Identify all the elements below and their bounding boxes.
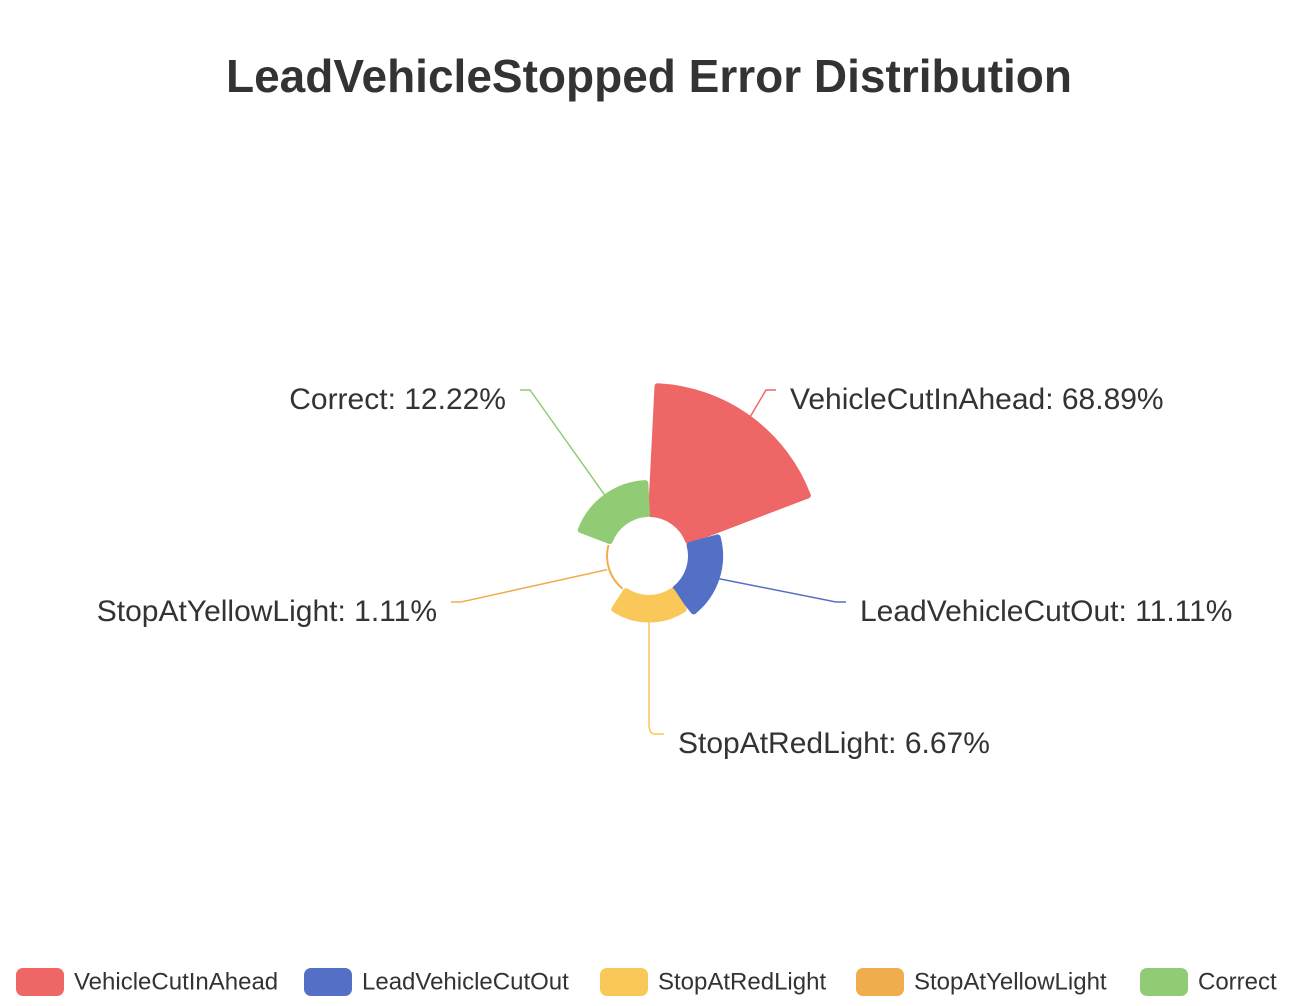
slice-vehicle-cut-in-ahead[interactable]: [648, 383, 811, 545]
leader-line-stop-at-red-light: [648, 621, 664, 735]
legend-item-stop-at-yellow-light[interactable]: StopAtYellowLight: [856, 968, 1107, 996]
slice-label-correct: Correct: 12.22%: [289, 383, 506, 416]
legend-swatch-stop-at-red-light: [600, 968, 648, 996]
legend: VehicleCutInAhead LeadVehicleCutOut StopAt…: [16, 968, 1277, 996]
legend-item-correct[interactable]: Correct: [1140, 968, 1277, 996]
legend-label-vehicle-cut-in-ahead: VehicleCutInAhead: [74, 968, 278, 995]
legend-swatch-stop-at-yellow-light: [856, 968, 904, 996]
slice-labels-group: VehicleCutInAhead: 68.89% LeadVehicleCutO…: [97, 383, 1233, 760]
legend-swatch-lead-vehicle-cut-out: [304, 968, 352, 996]
slices-group: [577, 383, 811, 623]
legend-item-lead-vehicle-cut-out[interactable]: LeadVehicleCutOut: [304, 968, 569, 996]
legend-item-stop-at-red-light[interactable]: StopAtRedLight: [600, 968, 826, 996]
legend-swatch-vehicle-cut-in-ahead: [16, 968, 64, 996]
legend-label-stop-at-red-light: StopAtRedLight: [658, 968, 826, 995]
slice-label-stop-at-red-light: StopAtRedLight: 6.67%: [678, 727, 990, 760]
slice-label-lead-vehicle-cut-out: LeadVehicleCutOut: 11.11%: [860, 595, 1232, 628]
legend-swatch-correct: [1140, 968, 1188, 996]
slice-stop-at-yellow-light[interactable]: [606, 544, 624, 590]
leader-line-lead-vehicle-cut-out: [718, 577, 846, 603]
leader-line-vehicle-cut-in-ahead: [749, 389, 776, 418]
leader-line-correct: [520, 389, 606, 496]
legend-label-lead-vehicle-cut-out: LeadVehicleCutOut: [362, 968, 569, 995]
legend-item-vehicle-cut-in-ahead[interactable]: VehicleCutInAhead: [16, 968, 278, 996]
leader-line-stop-at-yellow-light: [451, 568, 608, 603]
legend-label-correct: Correct: [1198, 968, 1277, 995]
legend-label-stop-at-yellow-light: StopAtYellowLight: [914, 968, 1107, 995]
chart-title: LeadVehicleStopped Error Distribution: [226, 50, 1072, 102]
slice-label-stop-at-yellow-light: StopAtYellowLight: 1.11%: [97, 595, 437, 628]
leader-lines-group: [451, 389, 846, 735]
slice-stop-at-red-light[interactable]: [611, 588, 687, 623]
slice-correct[interactable]: [577, 480, 650, 545]
slice-label-vehicle-cut-in-ahead: VehicleCutInAhead: 68.89%: [790, 383, 1164, 416]
slice-lead-vehicle-cut-out[interactable]: [672, 534, 724, 615]
